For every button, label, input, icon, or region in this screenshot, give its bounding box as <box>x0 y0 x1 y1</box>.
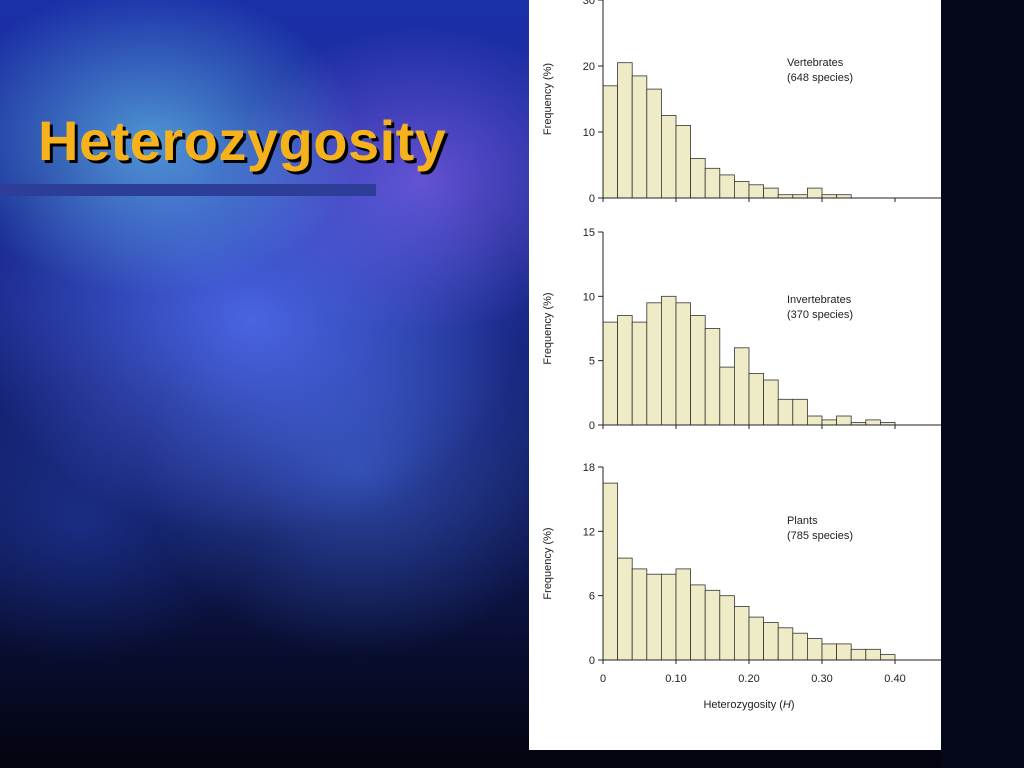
vertebrates-bar <box>733 181 750 199</box>
plants-bar <box>879 654 896 661</box>
plants-y-tick-label: 6 <box>589 591 595 603</box>
plants-bar <box>850 648 867 661</box>
plants-bar <box>704 589 721 661</box>
invertebrates-bar <box>763 379 779 426</box>
vertebrates-y-tick-label: 20 <box>583 61 595 73</box>
vertebrates-y-tick-label: 0 <box>589 193 595 205</box>
x-tick-label: 0.20 <box>738 673 759 685</box>
plants-bar <box>660 573 677 661</box>
x-axis-title: Heterozygosity (H) <box>703 699 794 711</box>
vertebrates-bar <box>660 115 677 199</box>
plants-y-tick-label: 0 <box>589 655 595 667</box>
plants-bar <box>865 648 881 661</box>
plants-y-axis-title: Frequency (%) <box>542 527 554 599</box>
vertebrates-bar <box>690 157 706 199</box>
plants-bar <box>690 584 706 661</box>
title-underline <box>0 184 376 196</box>
vertebrates-bar <box>631 75 648 199</box>
invertebrates-bar <box>733 347 750 426</box>
invertebrates-bar <box>660 295 677 426</box>
plants-bar <box>646 573 662 661</box>
vertebrates-bar <box>675 125 692 199</box>
slide-right-edge <box>941 0 1024 768</box>
plants-bar <box>777 627 794 661</box>
invertebrates-bar <box>748 373 765 426</box>
vertebrates-label: Vertebrates <box>787 57 844 69</box>
invertebrates-bar <box>646 302 662 426</box>
vertebrates-bar <box>763 187 779 199</box>
x-tick-label: 0 <box>600 673 606 685</box>
invertebrates-bar <box>777 398 794 426</box>
plants-bar <box>602 482 619 661</box>
vertebrates-bar <box>646 88 662 199</box>
invertebrates-bar <box>675 302 692 426</box>
vertebrates-y-tick-label: 10 <box>583 127 595 139</box>
plants-bar <box>733 606 750 661</box>
plants-bar <box>748 616 765 661</box>
x-tick-label: 0.10 <box>665 673 686 685</box>
plants-label: Plants <box>787 515 818 527</box>
invertebrates-bar <box>631 321 648 426</box>
plants-bar <box>792 632 808 661</box>
plants-bar <box>719 595 735 661</box>
invertebrates-label: Invertebrates <box>787 294 852 306</box>
plants-y-tick-label: 18 <box>583 462 595 474</box>
invertebrates-bar <box>821 419 838 426</box>
vertebrates-bar <box>704 167 721 199</box>
invertebrates-bar <box>617 315 633 426</box>
invertebrates-y-tick-label: 15 <box>583 227 595 239</box>
plants-y-tick-label: 12 <box>583 526 595 538</box>
invertebrates-species-count: (370 species) <box>787 309 853 321</box>
heterozygosity-histograms: Heterozygosity (H) 0 10 20 30 Frequency (%) V… <box>542 0 941 711</box>
vertebrates-bar <box>602 85 619 199</box>
plants-bar <box>631 568 648 661</box>
plants-bar <box>806 638 823 661</box>
invertebrates-bar <box>836 415 852 426</box>
invertebrates-bar <box>719 366 735 426</box>
vertebrates-y-tick-label: 30 <box>583 0 595 7</box>
plants-bar <box>675 568 692 661</box>
invertebrates-bar <box>865 419 881 426</box>
plants-bar <box>821 643 838 661</box>
vertebrates-bar <box>748 184 765 199</box>
x-tick-label: 0.30 <box>811 673 832 685</box>
invertebrates-bar <box>806 415 823 426</box>
plants-species-count: (785 species) <box>787 530 853 542</box>
invertebrates-bar <box>792 398 808 426</box>
plants-bar <box>763 622 779 661</box>
invertebrates-bar <box>704 328 721 426</box>
vertebrates-bar <box>806 187 823 199</box>
vertebrates-y-axis-title: Frequency (%) <box>542 63 554 135</box>
invertebrates-y-tick-label: 10 <box>583 291 595 303</box>
invertebrates-bar <box>690 315 706 426</box>
invertebrates-bar <box>602 321 619 426</box>
vertebrates-species-count: (648 species) <box>787 72 853 84</box>
plants-bar <box>836 643 852 661</box>
vertebrates-bar <box>719 174 735 199</box>
invertebrates-y-tick-label: 0 <box>589 420 595 432</box>
vertebrates-bar <box>617 62 633 199</box>
slide-title: Heterozygosity <box>38 109 447 172</box>
invertebrates-y-axis-title: Frequency (%) <box>542 292 554 364</box>
plants-bar <box>617 557 633 661</box>
x-tick-label: 0.40 <box>884 673 905 685</box>
invertebrates-y-tick-label: 5 <box>589 356 595 368</box>
